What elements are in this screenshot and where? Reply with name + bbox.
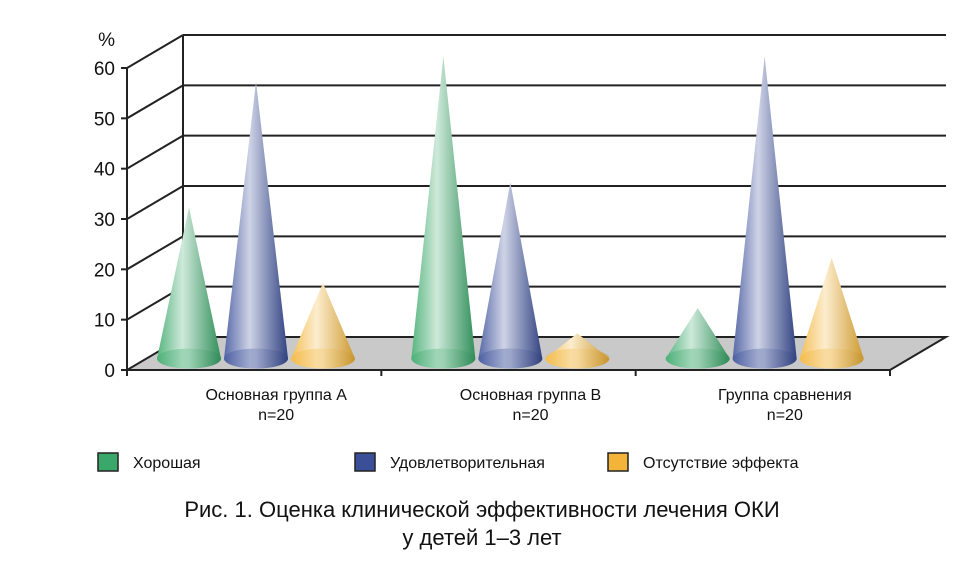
y-tick-label-0: 0 [104,361,115,382]
cone-base-2-2 [799,348,864,369]
y-tick-label-10: 10 [94,311,115,332]
y-tick-label-20: 20 [94,260,115,281]
category-label-1-1: n=20 [512,407,548,424]
grid-diagonal-40 [126,134,184,170]
cone-0-1 [224,81,288,369]
cone-body-0-2 [291,283,355,369]
cone-body-0-0 [157,207,221,369]
x-axis-labels: Основная группа А n=20 Основная группа В n=… [205,387,851,424]
cone-body-0-1 [224,81,288,369]
cone-base-1-1 [478,348,543,369]
grid-diagonal-60 [126,34,184,69]
cone-base-0-1 [224,348,288,369]
cone-base-1-2 [545,348,610,369]
cone-body-2-1 [732,56,797,369]
legend-swatch-0 [97,452,119,472]
grid-diagonal-20 [126,235,184,271]
cone-base-2-1 [732,348,797,369]
cone-2-1 [732,56,797,369]
cone-body-1-1 [478,182,543,369]
chart-back-wall [126,34,946,337]
cone-base-1-0 [411,348,476,369]
y-tick-label-30: 30 [94,210,115,231]
cone-1-0 [411,56,476,369]
grid-diagonal-50 [126,84,184,120]
cone-2-0 [665,308,730,369]
caption-line-2: у детей 1–3 лет [402,525,562,550]
category-label-2-1: n=20 [767,407,803,424]
category-label-0-1: n=20 [258,407,294,424]
legend-label-0: Хорошая [133,455,201,472]
cone-body-1-0 [411,56,476,369]
legend-label-1: Удовлетворительная [390,455,545,472]
cones [157,56,864,369]
category-label-0-0: Основная группа А [205,387,347,404]
cone-base-0-2 [291,348,355,369]
legend-label-2: Отсутствие эффекта [643,455,799,472]
cone-base-2-0 [665,348,730,369]
y-tick-label-60: 60 [94,59,115,80]
y-axis: 0 10 20 30 40 50 60% [94,30,891,382]
cone-0-0 [157,207,221,369]
cone-2-2 [799,257,864,369]
y-axis-label: % [98,30,115,51]
cone-1-2 [545,333,610,369]
category-label-1-0: Основная группа В [460,387,601,404]
y-tick-label-50: 50 [94,109,115,130]
cone-body-2-2 [799,257,864,369]
cone-0-2 [291,283,355,369]
category-label-2-0: Группа сравнения [718,387,852,404]
legend-swatch-1 [354,452,376,472]
cone-base-0-0 [157,348,221,369]
caption-line-1: Рис. 1. Оценка клинической эффективности… [184,497,780,522]
y-tick-label-40: 40 [94,160,115,181]
legend-swatch-2 [607,452,629,472]
legend: Хорошая Удовлетворительная Отсутствие эффе… [97,452,799,472]
figure-caption: Рис. 1. Оценка клинической эффективности… [0,496,964,552]
grid-diagonal-30 [126,185,184,220]
cone-1-1 [478,182,543,369]
